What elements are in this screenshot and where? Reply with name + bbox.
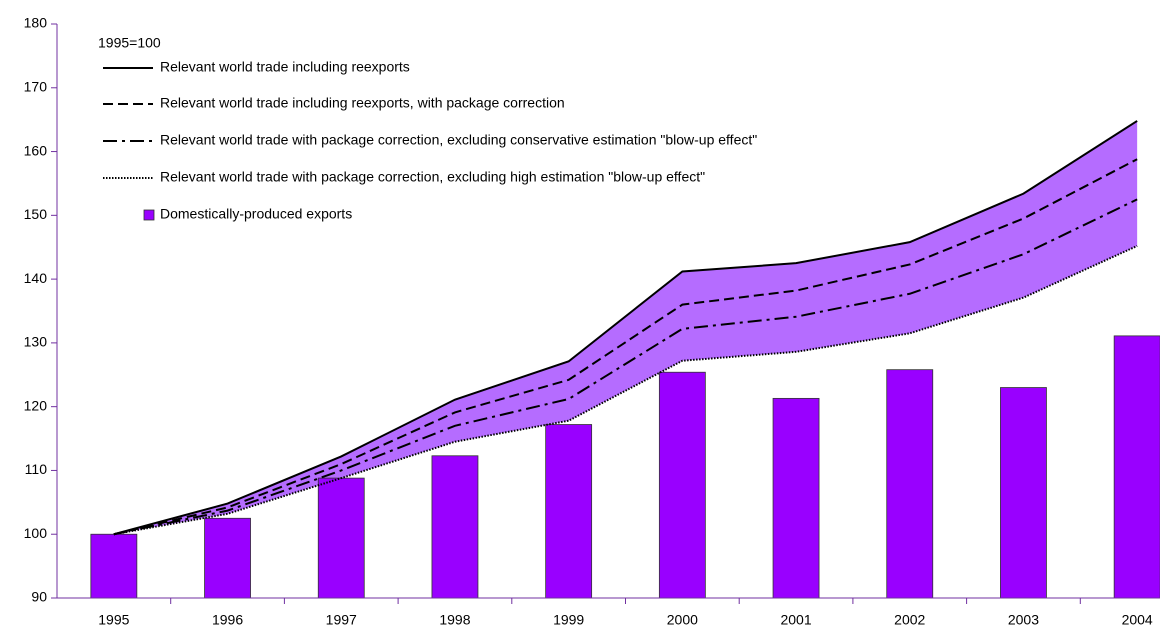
bar <box>545 424 593 599</box>
x-tick-label: 1996 <box>212 612 243 628</box>
y-tick-label: 130 <box>24 334 48 350</box>
line-series <box>113 120 1138 536</box>
band-area <box>113 120 1138 535</box>
y-tick-label: 120 <box>24 397 48 413</box>
line-series <box>113 198 1138 536</box>
bar <box>1113 335 1160 599</box>
x-tick-label: 2003 <box>1008 612 1039 628</box>
bar <box>772 397 820 599</box>
legend-label: Relevant world trade including reexports <box>160 59 410 75</box>
line-series <box>113 158 1138 536</box>
bar <box>317 477 365 599</box>
legend-label: Relevant world trade including reexports… <box>160 95 565 111</box>
x-tick-label: 1998 <box>439 612 470 628</box>
bar <box>90 533 138 599</box>
y-tick-label: 90 <box>31 589 47 605</box>
legend-label: Relevant world trade with package correc… <box>160 132 757 148</box>
y-tick-label: 180 <box>24 15 48 31</box>
line-series <box>113 245 1138 536</box>
y-tick-label: 150 <box>24 206 48 222</box>
annotation: 1995=100 <box>98 35 161 51</box>
x-tick-label: 2004 <box>1122 612 1153 628</box>
x-tick-label: 1999 <box>553 612 584 628</box>
legend-label: Domestically-produced exports <box>160 206 352 222</box>
y-tick-label: 140 <box>24 270 48 286</box>
y-tick-label: 110 <box>25 461 48 477</box>
bar <box>886 369 934 599</box>
legend-label: Relevant world trade with package correc… <box>160 169 705 185</box>
bar <box>1000 387 1047 599</box>
x-tick-label: 2001 <box>780 612 811 628</box>
y-tick-label: 100 <box>24 525 48 541</box>
x-tick-label: 2000 <box>667 612 698 628</box>
y-tick-label: 170 <box>24 78 48 94</box>
bar <box>431 455 479 599</box>
x-tick-label: 1995 <box>98 612 129 628</box>
x-tick-label: 1997 <box>326 612 357 628</box>
y-tick-label: 160 <box>24 142 48 158</box>
x-tick-label: 2002 <box>894 612 925 628</box>
bar <box>658 371 706 599</box>
legend-swatch <box>143 209 155 221</box>
bar <box>204 517 251 599</box>
